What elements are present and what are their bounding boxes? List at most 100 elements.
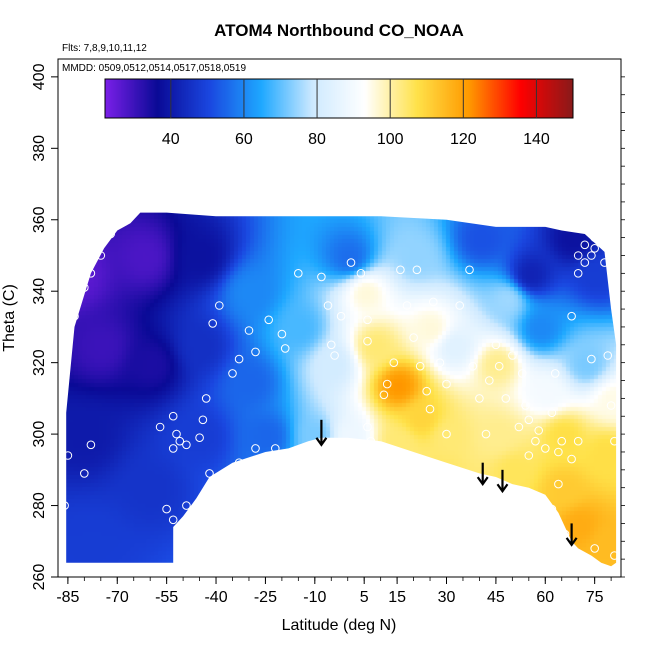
y-tick-label: 300 xyxy=(31,421,48,448)
sample-point xyxy=(590,544,600,553)
sample-point xyxy=(580,240,590,250)
sample-point xyxy=(521,401,530,410)
sample-point xyxy=(294,269,303,278)
sample-point xyxy=(409,333,418,342)
sample-point xyxy=(251,347,260,357)
down-arrow-icon xyxy=(476,462,489,487)
sample-point xyxy=(363,422,372,432)
sample-point xyxy=(172,429,181,439)
sample-point xyxy=(435,358,445,368)
sample-point xyxy=(567,454,576,464)
colorbar-tick-label: 140 xyxy=(523,131,550,148)
x-tick-label: 30 xyxy=(438,589,456,606)
x-tick-label: 60 xyxy=(536,589,554,606)
sample-point xyxy=(541,444,550,453)
sample-point xyxy=(363,315,372,325)
sample-point xyxy=(587,354,596,364)
sample-point xyxy=(455,301,465,310)
sample-point xyxy=(554,447,563,457)
sample-point xyxy=(442,429,451,439)
sample-point xyxy=(63,451,73,460)
sample-point xyxy=(494,361,504,371)
sample-point xyxy=(327,340,336,350)
flights-annotation: Flts: 7,8,9,10,11,12 xyxy=(62,43,147,54)
sample-point xyxy=(567,311,576,321)
sample-point xyxy=(195,433,204,443)
chart-title: ATOM4 Northbound CO_NOAA xyxy=(214,21,464,40)
sample-point xyxy=(554,479,563,489)
down-arrow-icon xyxy=(496,469,509,494)
sample-point xyxy=(379,390,389,400)
sample-point xyxy=(215,301,224,310)
sample-point xyxy=(600,258,609,267)
sample-point xyxy=(508,351,517,360)
sample-point xyxy=(573,269,583,278)
sample-point xyxy=(606,401,616,410)
sample-point xyxy=(560,529,570,539)
sample-point xyxy=(610,436,619,446)
sample-point xyxy=(271,444,280,453)
y-tick-label: 400 xyxy=(31,63,48,90)
sample-point xyxy=(603,351,613,360)
down-arrow-icon xyxy=(565,523,578,547)
sample-point xyxy=(280,344,290,353)
sample-point xyxy=(369,440,379,450)
sample-point xyxy=(465,265,474,275)
y-tick-label: 380 xyxy=(31,135,48,162)
sample-point xyxy=(168,411,178,421)
x-axis: -85 -70 -55 -40 -25 -10 5 15 30 45 60 75 xyxy=(56,577,612,606)
sample-point xyxy=(587,251,596,260)
y-tick-label: 320 xyxy=(31,349,48,376)
x-tick-label: -85 xyxy=(56,589,79,606)
x-tick-label: -40 xyxy=(204,589,227,606)
sample-point xyxy=(60,501,69,510)
sample-point xyxy=(182,440,191,450)
sample-point xyxy=(517,369,527,378)
sample-point xyxy=(580,258,590,267)
sample-point xyxy=(531,436,540,446)
sample-point xyxy=(244,326,254,335)
y-axis: 260 280 300 320 340 360 380 400 xyxy=(31,63,625,590)
dates-annotation: MMDD: 0509,0512,0514,0517,0518,0519 xyxy=(62,63,246,74)
sample-point xyxy=(277,329,287,339)
sample-point xyxy=(198,415,208,425)
sample-point xyxy=(402,301,412,310)
sample-point xyxy=(175,436,185,446)
sample-point xyxy=(201,394,211,403)
sample-point xyxy=(547,408,557,418)
sample-point xyxy=(356,269,366,278)
marker-arrows xyxy=(315,419,578,547)
sample-points xyxy=(60,211,619,560)
x-tick-label: -25 xyxy=(254,589,277,606)
sample-point xyxy=(524,415,534,425)
x-tick-label: -70 xyxy=(106,589,129,606)
sample-point xyxy=(80,283,89,292)
sample-point xyxy=(550,369,560,378)
sample-point xyxy=(382,379,392,389)
sample-point xyxy=(524,451,534,460)
sample-point xyxy=(429,297,438,307)
x-axis-label: Latitude (deg N) xyxy=(282,617,397,634)
sample-point xyxy=(534,426,544,435)
sample-point xyxy=(610,551,619,560)
sample-point xyxy=(234,354,244,364)
sample-point xyxy=(346,258,356,267)
sample-point xyxy=(547,504,557,514)
sample-point xyxy=(481,429,491,439)
sample-point xyxy=(251,444,260,453)
sample-point xyxy=(475,394,484,403)
x-tick-label: -55 xyxy=(155,589,178,606)
sample-point xyxy=(514,422,524,432)
colorbar-tick-label: 60 xyxy=(235,131,253,148)
x-tick-label: 5 xyxy=(360,589,369,606)
sample-point xyxy=(168,444,178,453)
y-tick-label: 360 xyxy=(31,206,48,233)
sample-point xyxy=(162,504,171,514)
sample-point xyxy=(113,219,122,228)
sample-point xyxy=(208,319,217,328)
sample-point xyxy=(590,244,600,253)
sample-point xyxy=(205,469,214,478)
sample-point xyxy=(425,404,435,414)
colorbar-tick-label: 80 xyxy=(308,131,326,148)
